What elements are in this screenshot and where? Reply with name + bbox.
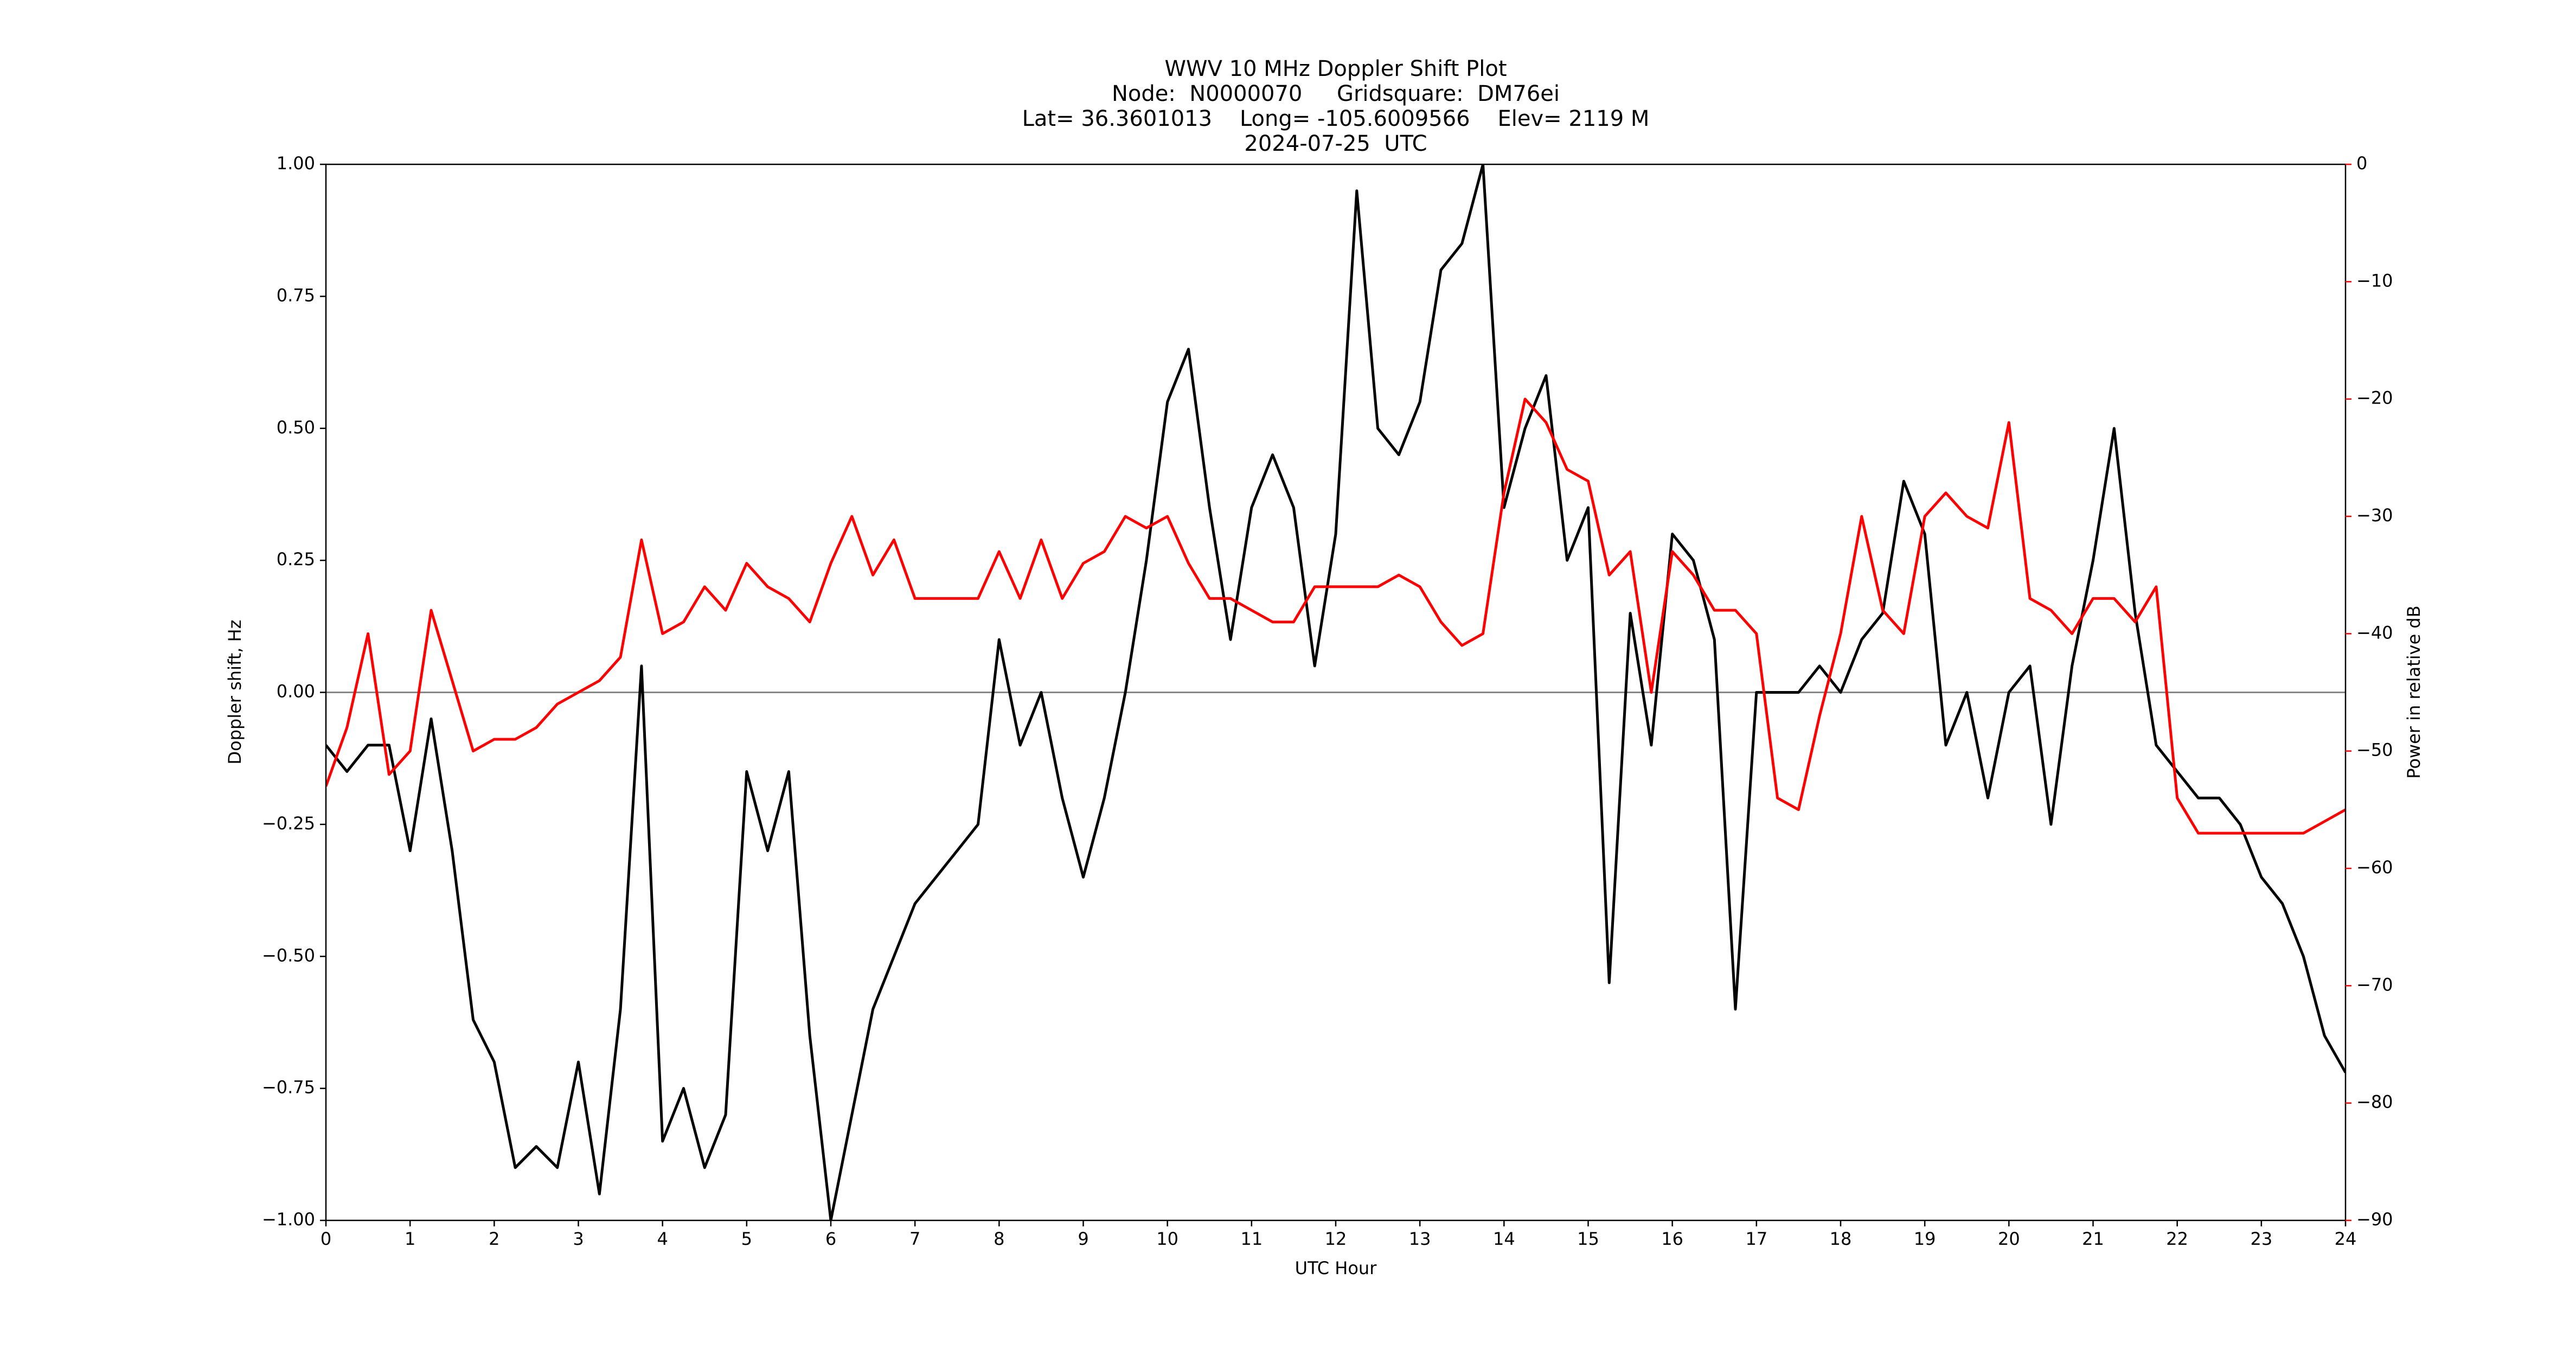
x-tick-label: 4 xyxy=(657,1229,668,1249)
x-tick-label: 6 xyxy=(825,1229,836,1249)
y-tick-label: −0.25 xyxy=(262,813,315,834)
x-tick-label: 8 xyxy=(994,1229,1004,1249)
x-tick-label: 2 xyxy=(489,1229,499,1249)
y-axis-label: Doppler shift, Hz xyxy=(225,619,245,764)
x-tick-label: 23 xyxy=(2250,1229,2272,1249)
x-tick-label: 1 xyxy=(405,1229,415,1249)
plot-area xyxy=(326,164,2346,1220)
y2-tick-label: −90 xyxy=(2356,1209,2393,1230)
x-tick-label: 15 xyxy=(1577,1229,1599,1249)
y2-tick-label: −80 xyxy=(2356,1092,2393,1112)
x-tick-label: 19 xyxy=(1914,1229,1936,1249)
y-tick-label: 0.50 xyxy=(277,417,315,438)
x-tick-label: 3 xyxy=(573,1229,584,1249)
data-line xyxy=(326,398,2346,835)
x-tick-label: 17 xyxy=(1745,1229,1767,1249)
x-tick-label: 7 xyxy=(909,1229,920,1249)
x-tick-label: 20 xyxy=(1998,1229,2020,1249)
x-tick-label: 5 xyxy=(741,1229,752,1249)
y2-tick-label: −60 xyxy=(2356,857,2393,878)
x-tick-label: 14 xyxy=(1493,1229,1515,1249)
y-tick-label: −0.75 xyxy=(262,1077,315,1098)
chart-subtitle: Node: N0000070 Gridsquare: DM76ei xyxy=(1112,81,1560,106)
x-tick-label: 22 xyxy=(2166,1229,2188,1249)
y-tick-label: −1.00 xyxy=(262,1209,315,1230)
y-tick-label: 0.00 xyxy=(277,681,315,702)
y2-tick-label: −50 xyxy=(2356,740,2393,760)
y2-tick-label: −30 xyxy=(2356,505,2393,526)
y2-axis-label: Power in relative dB xyxy=(2404,605,2424,778)
x-tick-label: 10 xyxy=(1156,1229,1178,1249)
x-tick-label: 24 xyxy=(2335,1229,2357,1249)
x-tick-label: 12 xyxy=(1325,1229,1347,1249)
chart-subtitle: 2024-07-25 UTC xyxy=(1244,131,1427,156)
chart-subtitle: Lat= 36.3601013 Long= -105.6009566 Elev=… xyxy=(1022,106,1650,131)
y2-tick-label: −20 xyxy=(2356,388,2393,408)
x-tick-label: 9 xyxy=(1078,1229,1088,1249)
y-tick-label: −0.50 xyxy=(262,945,315,965)
x-tick-label: 21 xyxy=(2082,1229,2104,1249)
y-tick-label: 1.00 xyxy=(277,153,315,174)
x-tick-label: 0 xyxy=(321,1229,331,1249)
y2-tick-label: −40 xyxy=(2356,622,2393,643)
y-tick-label: 0.75 xyxy=(277,285,315,305)
y2-tick-label: −70 xyxy=(2356,974,2393,995)
x-axis-label: UTC Hour xyxy=(1295,1258,1377,1278)
data-line xyxy=(326,164,2346,1220)
x-tick-label: 16 xyxy=(1661,1229,1683,1249)
y2-tick-label: 0 xyxy=(2356,153,2367,174)
x-tick-label: 18 xyxy=(1830,1229,1852,1249)
x-tick-label: 13 xyxy=(1409,1229,1431,1249)
x-tick-label: 11 xyxy=(1240,1229,1263,1249)
y2-tick-label: −10 xyxy=(2356,270,2393,291)
y-tick-label: 0.25 xyxy=(277,549,315,570)
chart-title: WWV 10 MHz Doppler Shift Plot xyxy=(1164,56,1507,81)
